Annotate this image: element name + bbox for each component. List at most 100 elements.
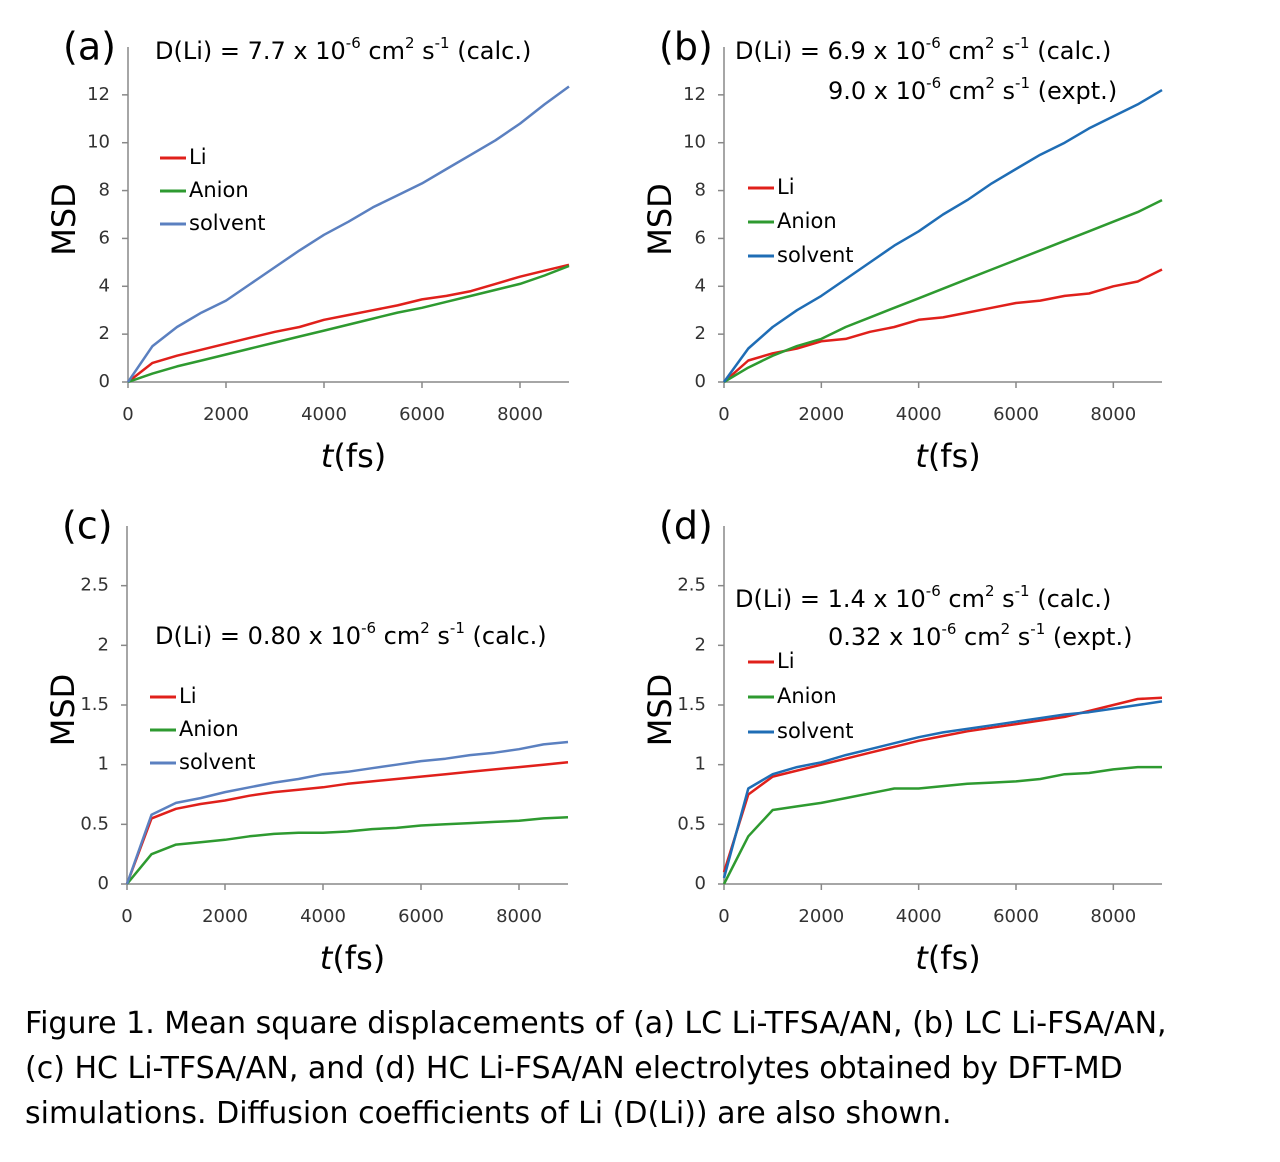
annotation-text: cm [956,623,1000,651]
y-tick-label: 2 [99,323,110,344]
x-axis-title-part: (fs) [332,939,385,977]
x-axis-title: t(fs) [915,437,980,475]
x-axis-title-part: (fs) [928,939,981,977]
legend-label: solvent [189,211,266,235]
annotation: 9.0 x 10-6 cm2 s-1 (expt.) [828,74,1117,106]
series-line [127,263,570,383]
legend-label: Li [189,145,207,169]
x-tick-label: 8000 [497,404,543,425]
legend-label: Anion [179,717,239,741]
y-tick-label: 2.5 [80,575,109,596]
x-tick-label: 8000 [1090,404,1136,425]
annotation-superscript: -1 [1015,34,1030,52]
legend-label: solvent [777,243,854,267]
y-axis-title: MSD [45,183,83,256]
annotation-superscript: -1 [1015,74,1030,92]
series-line [722,89,1163,383]
legend-label: solvent [179,750,256,774]
x-tick-label: 6000 [398,906,444,927]
y-tick-label: 2 [695,634,706,655]
y-tick-label: 1 [695,754,706,775]
y-tick-label: 4 [99,275,110,296]
panel-label: (d) [659,504,713,548]
annotation-superscript: -1 [1030,620,1045,638]
y-tick-label: 10 [683,132,706,153]
caption-line: simulations. Diffusion coefficients of L… [25,1096,952,1131]
annotation-text: (calc.) [465,622,547,650]
y-tick-label: 2 [695,323,706,344]
x-axis-title: t(fs) [320,939,385,977]
series-line [125,740,569,885]
annotation-text: (calc.) [1030,37,1112,65]
x-axis-title-part: t [320,939,334,977]
y-tick-label: 4 [695,275,706,296]
y-tick-label: 1.5 [677,694,706,715]
x-tick-label: 0 [121,906,132,927]
y-axis-title: MSD [641,674,679,747]
annotation-superscript: -1 [1015,582,1030,600]
annotation: D(Li) = 6.9 x 10-6 cm2 s-1 (calc.) [735,34,1111,66]
y-tick-label: 1 [98,754,109,775]
series-line [126,85,570,383]
x-tick-label: 4000 [896,404,942,425]
y-tick-label: 0 [98,873,109,894]
annotation-text: s [995,585,1015,613]
x-axis-title-part: (fs) [333,437,386,475]
x-tick-label: 0 [718,906,729,927]
annotation-text: 0.32 x 10 [828,623,941,651]
x-axis-title-part: t [321,437,335,475]
annotation-superscript: 2 [405,34,415,52]
panel-label: (b) [659,25,713,69]
annotation-superscript: -6 [361,619,376,637]
annotation: D(Li) = 1.4 x 10-6 cm2 s-1 (calc.) [735,582,1111,614]
annotation-superscript: -6 [941,620,956,638]
annotation-text: D(Li) = 1.4 x 10 [735,585,926,613]
x-tick-label: 2000 [202,906,248,927]
legend-label: Anion [777,209,837,233]
x-tick-label: 0 [718,404,729,425]
y-tick-label: 1.5 [80,694,109,715]
x-tick-label: 4000 [301,404,347,425]
annotation-text: cm [941,77,985,105]
x-tick-label: 4000 [300,906,346,927]
panel-label: (c) [62,504,113,548]
legend-label: Anion [189,178,249,202]
x-axis-title: t(fs) [915,939,980,977]
series-line [126,815,569,885]
x-axis-title-part: t [915,939,929,977]
legend-label: solvent [777,719,854,743]
annotation-superscript: 2 [420,619,430,637]
x-tick-label: 0 [122,404,133,425]
annotation-superscript: -1 [450,619,465,637]
panel-label: (a) [63,25,116,69]
y-tick-label: 6 [99,227,110,248]
legend-label: Li [777,649,795,673]
y-tick-label: 8 [99,180,110,201]
annotation-text: D(Li) = 0.80 x 10 [155,622,361,650]
y-tick-label: 6 [695,227,706,248]
y-tick-label: 0 [99,371,110,392]
y-axis-title: MSD [44,674,82,747]
y-tick-label: 0 [695,371,706,392]
annotation-superscript: 2 [985,582,995,600]
y-tick-label: 8 [695,180,706,201]
y-axis-title: MSD [641,183,679,256]
annotation-text: cm [376,622,420,650]
annotation-text: s [995,37,1015,65]
legend-label: Li [777,175,795,199]
y-tick-label: 12 [87,84,110,105]
x-axis-title: t(fs) [321,437,386,475]
annotation-superscript: -6 [926,582,941,600]
annotation-superscript: -6 [346,34,361,52]
x-tick-label: 2000 [798,906,844,927]
x-tick-label: 2000 [203,404,249,425]
annotation-text: (calc.) [450,37,532,65]
annotation: 0.32 x 10-6 cm2 s-1 (expt.) [828,620,1132,652]
annotation-text: (calc.) [1030,585,1112,613]
y-tick-label: 0.5 [677,813,706,834]
x-tick-label: 8000 [1090,906,1136,927]
y-tick-label: 2.5 [677,575,706,596]
x-tick-label: 4000 [896,906,942,927]
annotation-superscript: 2 [1001,620,1011,638]
